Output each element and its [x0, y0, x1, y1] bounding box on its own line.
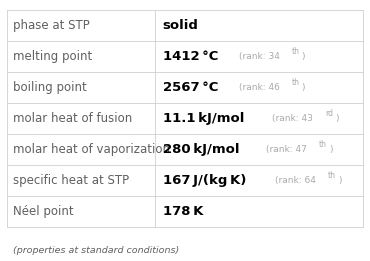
Text: Néel point: Néel point — [13, 205, 74, 218]
Text: (rank: 34: (rank: 34 — [239, 52, 280, 61]
Text: (rank: 47: (rank: 47 — [266, 145, 307, 154]
Text: ): ) — [335, 114, 339, 123]
Text: th: th — [292, 47, 299, 56]
Text: molar heat of vaporization: molar heat of vaporization — [13, 143, 170, 156]
Text: th: th — [292, 78, 299, 87]
Text: 11.1 kJ/mol: 11.1 kJ/mol — [163, 112, 244, 125]
Text: ): ) — [302, 52, 305, 61]
Text: 1412 °C: 1412 °C — [163, 50, 218, 63]
Text: 2567 °C: 2567 °C — [163, 81, 218, 94]
Text: 178 K: 178 K — [163, 205, 203, 218]
Text: (rank: 64: (rank: 64 — [275, 176, 316, 185]
Text: 167 J/(kg K): 167 J/(kg K) — [163, 174, 246, 187]
Text: boiling point: boiling point — [13, 81, 87, 94]
Text: 280 kJ/mol: 280 kJ/mol — [163, 143, 239, 156]
Text: specific heat at STP: specific heat at STP — [13, 174, 129, 187]
Text: (rank: 43: (rank: 43 — [272, 114, 313, 123]
Text: ): ) — [302, 83, 305, 92]
Text: molar heat of fusion: molar heat of fusion — [13, 112, 132, 125]
Text: phase at STP: phase at STP — [13, 19, 90, 32]
Text: solid: solid — [163, 19, 199, 32]
Text: (properties at standard conditions): (properties at standard conditions) — [13, 246, 179, 255]
Text: (rank: 46: (rank: 46 — [239, 83, 280, 92]
Text: th: th — [319, 140, 327, 149]
Text: ): ) — [338, 176, 342, 185]
Text: th: th — [327, 171, 336, 180]
Text: melting point: melting point — [13, 50, 92, 63]
Text: rd: rd — [325, 109, 333, 118]
Text: ): ) — [329, 145, 333, 154]
